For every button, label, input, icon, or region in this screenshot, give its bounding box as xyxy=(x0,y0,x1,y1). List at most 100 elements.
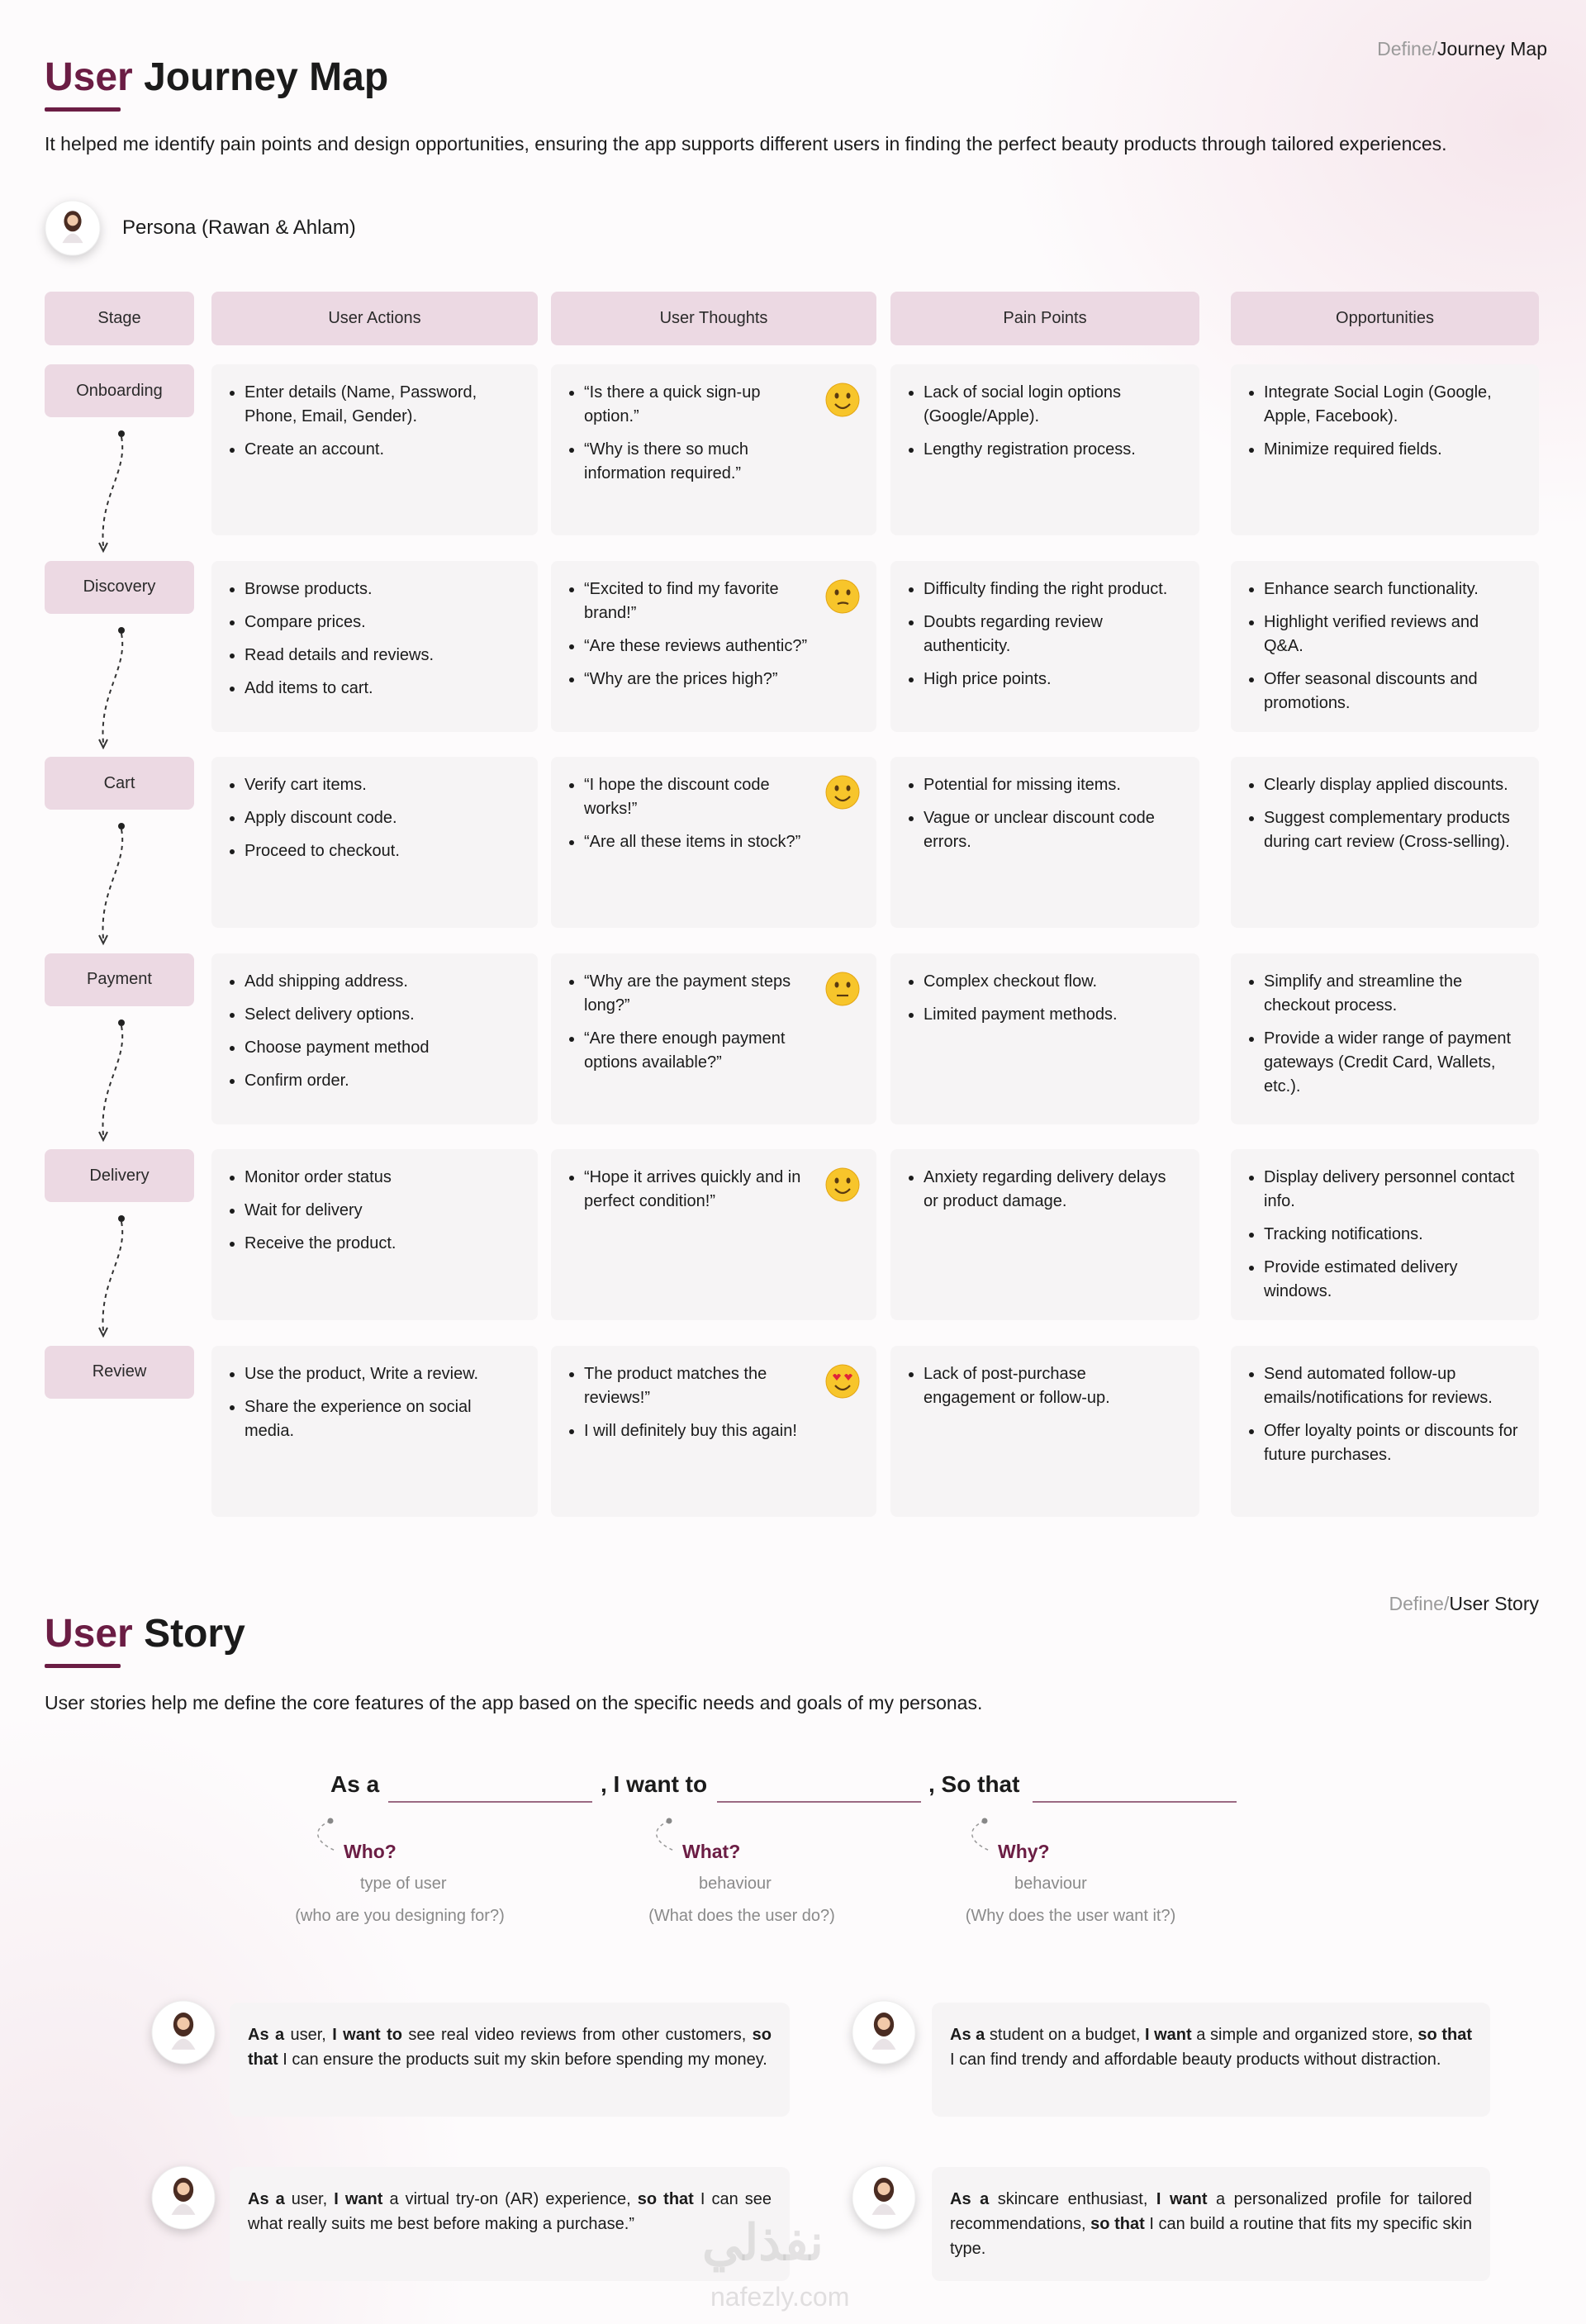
hint-dot xyxy=(327,1818,334,1824)
bullet-item: “Why are the payment steps long?” xyxy=(584,970,810,1018)
column-header: User Actions xyxy=(211,292,538,345)
breadcrumb: Define/User Story xyxy=(1389,1593,1539,1615)
bullet-item: Wait for delivery xyxy=(245,1199,520,1223)
avatar xyxy=(852,2000,916,2065)
stage-connector xyxy=(98,823,125,946)
bullet-item: Offer loyalty points or discounts for fu… xyxy=(1264,1419,1521,1467)
connector-arrow xyxy=(98,1327,108,1338)
bullet-list: “Why are the payment steps long?” “Are th… xyxy=(567,970,810,1075)
bullet-item: Lengthy registration process. xyxy=(924,438,1181,462)
story-text: skincare enthusiast, xyxy=(989,2190,1156,2208)
story-keyword: so that xyxy=(1090,2215,1145,2233)
emoji-eye xyxy=(846,981,851,987)
breadcrumb: Define/Journey Map xyxy=(1377,38,1547,60)
connector-dot xyxy=(118,626,125,634)
bullet-item: Lack of social login options (Google/App… xyxy=(924,381,1181,429)
journey-cell: Clearly display applied discounts. Sugges… xyxy=(1231,757,1539,928)
connector-dot xyxy=(118,1019,125,1026)
template-question: Why? xyxy=(998,1841,1050,1862)
journey-cell: Add shipping address. Select delivery opt… xyxy=(211,953,538,1124)
bullet-item: Display delivery personnel contact info. xyxy=(1264,1166,1521,1214)
emoji-eye xyxy=(846,785,851,791)
bullet-list: Monitor order status Wait for delivery Rec… xyxy=(228,1166,520,1256)
stage-pill: Onboarding xyxy=(45,364,194,417)
emoji-face xyxy=(825,1364,860,1398)
breadcrumb-prefix: Define/ xyxy=(1377,38,1438,59)
journey-cell: Lack of social login options (Google/App… xyxy=(890,364,1199,535)
bullet-item: Limited payment methods. xyxy=(924,1003,1181,1027)
template-blank xyxy=(1033,1801,1237,1803)
title-underline xyxy=(45,1664,121,1668)
bullet-item: Enhance search functionality. xyxy=(1264,577,1521,601)
emoji-face xyxy=(825,972,860,1005)
bullet-item: “Hope it arrives quickly and in perfect … xyxy=(584,1166,810,1214)
bullet-item: Anxiety regarding delivery delays or pro… xyxy=(924,1166,1181,1214)
title-rest: Journey Map xyxy=(144,55,389,99)
bullet-item: Confirm order. xyxy=(245,1069,520,1093)
journey-cell: Simplify and streamline the checkout pro… xyxy=(1231,953,1539,1124)
bullet-list: Clearly display applied discounts. Sugges… xyxy=(1247,773,1521,854)
connector-line xyxy=(102,436,124,547)
bullet-item: Provide estimated delivery windows. xyxy=(1264,1256,1521,1304)
story-card: As a student on a budget, I want a simpl… xyxy=(932,2003,1490,2117)
bullet-item: I will definitely buy this again! xyxy=(584,1419,810,1443)
bullet-item: Create an account. xyxy=(245,438,520,462)
journey-cell: Enhance search functionality. Highlight v… xyxy=(1231,560,1539,732)
intro-text: User stories help me define the core fea… xyxy=(45,1692,983,1713)
hint-dot xyxy=(981,1818,988,1824)
journey-cell: Complex checkout flow. Limited payment me… xyxy=(890,953,1199,1124)
emoji-eye xyxy=(834,589,839,595)
connector-arrow xyxy=(98,542,108,554)
emoji-face xyxy=(825,383,860,417)
avatar-body xyxy=(62,233,83,244)
emoji-mouth xyxy=(837,601,849,605)
journey-cell: Lack of post-purchase engagement or foll… xyxy=(890,1345,1199,1517)
template-question: Who? xyxy=(344,1841,396,1862)
story-text: I can ensure the products suit my skin b… xyxy=(278,2051,767,2069)
stage-pill: Cart xyxy=(45,757,194,810)
connector-line xyxy=(102,829,124,939)
journey-cell: Use the product, Write a review. Share th… xyxy=(211,1345,538,1517)
emoji-icon xyxy=(825,972,860,1005)
story-keyword: I want xyxy=(334,2190,383,2208)
connector-line xyxy=(102,1025,124,1135)
connector-arrow xyxy=(98,739,108,749)
story-text: I can see what really suits me best befo… xyxy=(248,2190,776,2233)
story-keyword: I want to xyxy=(332,2026,402,2044)
template-label: behaviour xyxy=(699,1875,772,1893)
bullet-list: Simplify and streamline the checkout pro… xyxy=(1247,970,1521,1099)
story-text: a virtual try-on (AR) experience, xyxy=(382,2190,638,2208)
template-label: type of user xyxy=(360,1875,447,1893)
template-label: behaviour xyxy=(1014,1875,1087,1893)
hint-arrow xyxy=(971,1818,990,1851)
stage-pill: Review xyxy=(45,1345,194,1399)
emoji-icon xyxy=(825,579,860,613)
bullet-list: Integrate Social Login (Google, Apple, F… xyxy=(1247,381,1521,462)
stage-connector xyxy=(98,1019,125,1142)
bullet-item: Lack of post-purchase engagement or foll… xyxy=(924,1362,1181,1410)
story-keyword: I want xyxy=(1156,2190,1208,2208)
bullet-list: Enter details (Name, Password, Phone, Em… xyxy=(228,381,520,462)
connector-dot xyxy=(118,823,125,829)
story-keyword: so that xyxy=(248,2026,776,2069)
bullet-item: Enter details (Name, Password, Phone, Em… xyxy=(245,381,520,429)
template-hint: (who are you designing for?) xyxy=(295,1907,505,1925)
bullet-item: Send automated follow-up emails/notifica… xyxy=(1264,1362,1521,1410)
bullet-item: Offer seasonal discounts and promotions. xyxy=(1264,668,1521,715)
bullet-item: Read details and reviews. xyxy=(245,644,520,668)
hint-arrow xyxy=(655,1818,675,1851)
connector-arrow xyxy=(98,934,108,946)
stage-connector xyxy=(98,1215,125,1338)
avatar xyxy=(852,2165,916,2230)
story-card: As a skincare enthusiast, I want a perso… xyxy=(932,2167,1490,2281)
emoji-eye xyxy=(834,392,839,399)
bullet-item: Potential for missing items. xyxy=(924,773,1181,797)
bullet-item: Receive the product. xyxy=(245,1232,520,1256)
avatar-face xyxy=(177,2182,190,2195)
section-title: User Journey Map xyxy=(45,55,388,100)
emoji-eye xyxy=(834,785,839,791)
bullet-list: The product matches the reviews!” I will … xyxy=(567,1362,810,1443)
avatar-body xyxy=(871,2203,896,2215)
bullet-item: “Why are the prices high?” xyxy=(584,668,810,691)
